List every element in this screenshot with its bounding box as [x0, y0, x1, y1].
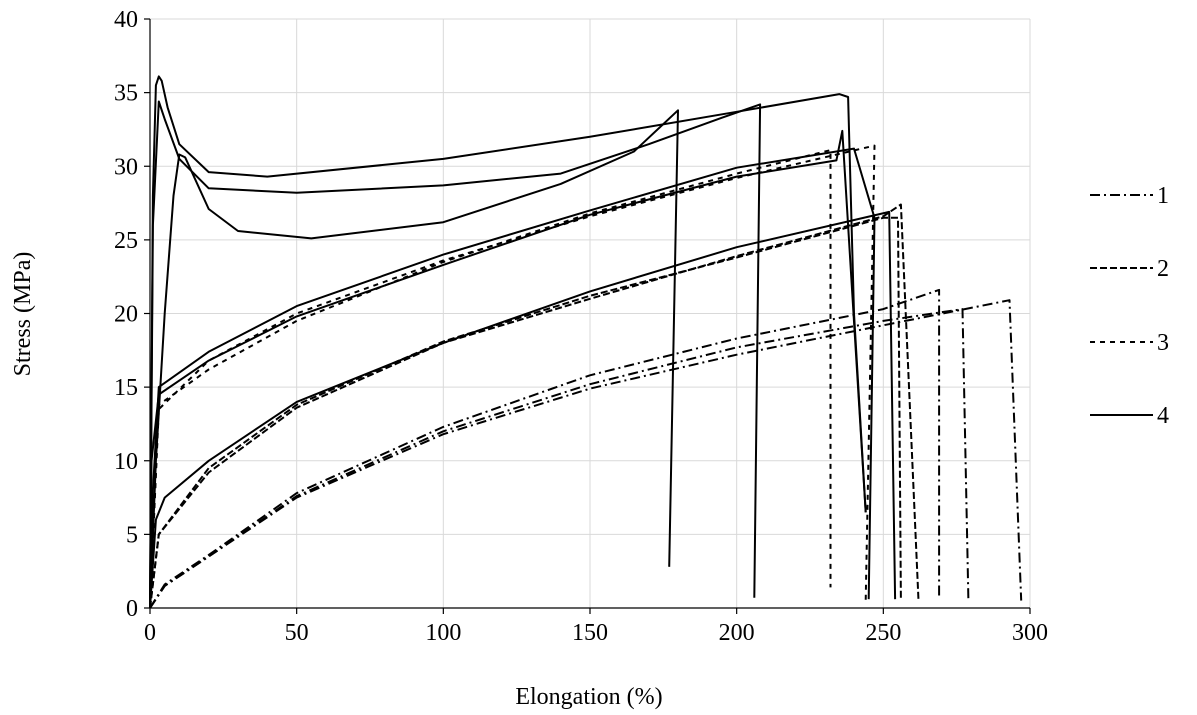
series-3-curve — [149, 144, 876, 609]
y-tick-label: 0 — [126, 596, 138, 622]
y-tick-label: 40 — [114, 7, 138, 33]
y-tick-label: 15 — [114, 375, 138, 401]
x-axis-title: Elongation (%) — [515, 684, 662, 710]
series-4-curve — [149, 147, 876, 609]
series-2-curve — [149, 216, 902, 609]
series-1-curve — [149, 299, 1023, 609]
series-4-curve — [149, 109, 679, 609]
series-3-curve — [149, 149, 832, 609]
y-tick-label: 10 — [114, 449, 138, 475]
x-tick-label: 300 — [1012, 620, 1048, 646]
series-4-curve — [149, 210, 897, 609]
y-tick-label: 35 — [114, 81, 138, 107]
y-axis-title: Stress (MPa) — [10, 252, 36, 377]
y-tick-label: 25 — [114, 228, 138, 254]
series-1-curve — [149, 288, 941, 609]
y-tick-label: 30 — [114, 154, 138, 180]
y-tick-label: 5 — [126, 522, 138, 548]
x-tick-label: 50 — [285, 620, 309, 646]
x-tick-label: 200 — [719, 620, 755, 646]
series-4-curve — [149, 75, 867, 609]
legend-label-2: 2 — [1157, 256, 1169, 282]
data-curves — [149, 75, 1023, 609]
series-2-curve — [149, 203, 920, 609]
x-tick-label: 150 — [572, 620, 608, 646]
x-tick-label: 100 — [425, 620, 461, 646]
axes — [144, 18, 1031, 614]
series-1-curve — [149, 308, 970, 609]
grid-lines — [150, 18, 1031, 608]
tick-labels: 0 5 10 15 20 25 30 35 40 0 50 100 150 200 250 300 — [114, 7, 1048, 646]
x-tick-label: 0 — [144, 620, 156, 646]
series-4-curve — [149, 100, 762, 609]
y-tick-label: 20 — [114, 302, 138, 328]
legend-label-3: 3 — [1157, 330, 1169, 356]
legend-label-1: 1 — [1157, 183, 1169, 209]
legend: 1 2 3 4 — [1090, 183, 1169, 429]
legend-label-4: 4 — [1157, 403, 1169, 429]
x-tick-label: 250 — [865, 620, 901, 646]
